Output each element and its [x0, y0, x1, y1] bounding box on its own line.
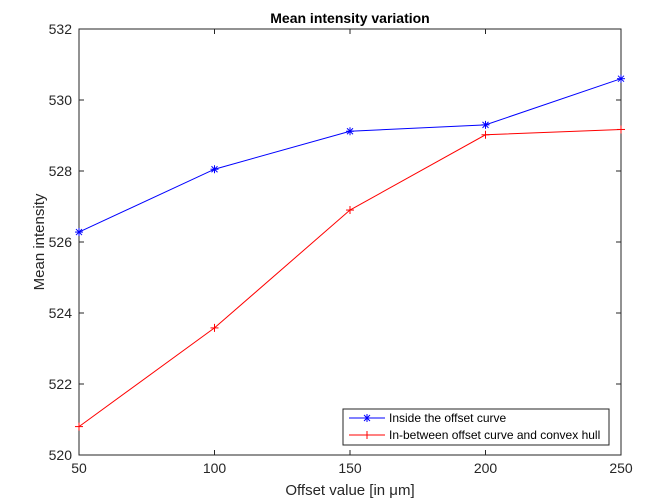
series-2-point — [210, 323, 219, 332]
y-tick-label: 522 — [49, 376, 73, 392]
legend-label-1: Inside the offset curve — [389, 411, 507, 425]
marker-stroke — [617, 75, 625, 83]
series-1-point — [346, 127, 354, 136]
y-tick-label: 528 — [49, 163, 73, 179]
y-axis: 520 522 524 526 528 530 532 — [49, 21, 621, 463]
marker-stroke — [211, 165, 218, 173]
legend-marker-2 — [363, 431, 371, 439]
series-1-point — [210, 165, 219, 174]
x-tick-label: 50 — [71, 460, 87, 476]
plot-area — [78, 28, 622, 456]
legend: Inside the offset curve In-between offset… — [342, 408, 610, 446]
series-2-point — [75, 422, 83, 431]
legend-marker-1 — [363, 414, 371, 422]
y-tick-label: 526 — [49, 234, 73, 250]
legend-box — [342, 408, 610, 446]
series-2-point — [346, 206, 354, 215]
series-layer — [75, 74, 625, 431]
marker-stroke — [75, 228, 83, 236]
series-2-point — [481, 130, 490, 139]
y-tick-label: 520 — [49, 447, 73, 463]
x-tick-label: 100 — [203, 460, 227, 476]
x-axis: 50 100 150 200 250 — [71, 29, 633, 476]
y-tick-label: 530 — [49, 92, 73, 108]
chart-title: Mean intensity variation — [270, 10, 429, 26]
legend-label-2: In-between offset curve and convex hull — [389, 428, 600, 442]
y-tick-label: 524 — [49, 305, 73, 321]
marker-stroke — [346, 127, 354, 135]
x-tick-label: 250 — [609, 460, 633, 476]
marker-stroke — [482, 121, 489, 129]
series-1-point — [75, 228, 83, 237]
x-tick-label: 200 — [474, 460, 498, 476]
x-axis-label: Offset value [in μm] — [285, 482, 414, 499]
x-tick-label: 150 — [338, 460, 362, 476]
series-1-point — [481, 120, 490, 129]
y-tick-label: 532 — [49, 21, 73, 37]
series-1-point — [617, 74, 625, 83]
marker-stroke — [363, 414, 371, 422]
y-axis-label: Mean intensity — [31, 193, 48, 290]
series-2-point — [617, 125, 625, 134]
